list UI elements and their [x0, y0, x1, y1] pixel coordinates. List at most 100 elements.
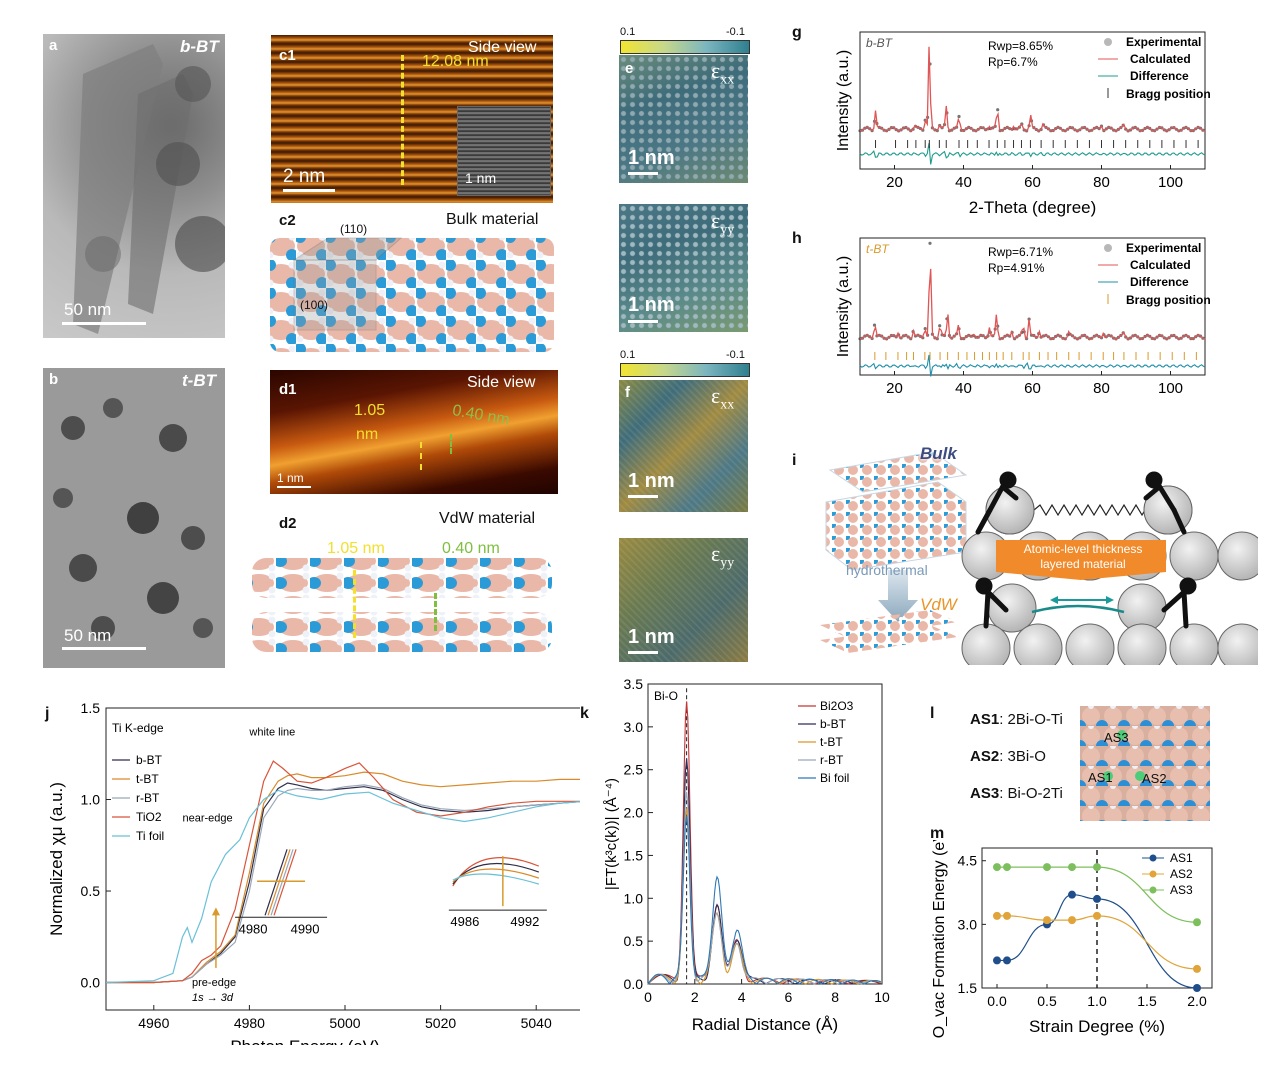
panel-label-b: b: [49, 371, 59, 388]
panel-label-c2: c2: [279, 212, 296, 229]
y-tick-label: 1.5: [81, 700, 101, 716]
legend-dot: [1149, 854, 1157, 862]
panel-label-g: g: [792, 24, 802, 41]
colorbar-e-max: -0.1: [726, 26, 745, 38]
legend-diff: Difference: [1130, 69, 1189, 83]
legend-label: t-BT: [136, 772, 159, 786]
panel-c1-measure: 12.08 nm: [422, 53, 489, 70]
difference-line: [859, 354, 1206, 377]
data-point: [1093, 911, 1101, 920]
site-as1-text: AS1: 2Bi-O-Ti: [970, 711, 1063, 728]
exafs-chart-k: 0 2 4 6 8 10 0.0 0.5 1.0 1.5 2.0 2.5 3.0 3.5 Radial Di…: [603, 678, 890, 1034]
panel-i-banner-line2: layered material: [1040, 557, 1126, 571]
y-tick-label: 2.0: [624, 805, 644, 821]
panel-c1-inset-scale: 1 nm: [465, 170, 497, 186]
panel-f-exx: εxx: [711, 383, 735, 413]
panel-label-e: e: [625, 60, 634, 77]
panel-label-i: i: [792, 452, 797, 469]
x-tick-label: 5000: [329, 1015, 360, 1031]
data-point: [1003, 911, 1011, 920]
panel-e-scale-label: 1 nm: [628, 147, 675, 169]
panel-f-eyy: εyy: [711, 541, 735, 571]
x-tick-label: 100: [1158, 380, 1183, 397]
x-axis-label: Photon Energy (eV): [230, 1037, 379, 1045]
x-axis-label: 2-Theta (degree): [969, 198, 1097, 217]
series-line-Bi foil: [647, 815, 881, 985]
data-point: [1193, 918, 1201, 927]
panel-f-scale-bar: [628, 495, 658, 498]
rp-text: Rp=6.7%: [988, 55, 1038, 69]
formation-energy-chart-m: 0.0 0.5 1.0 1.5 2.0 1.5 3.0 4.5 Strain Degree (%…: [931, 840, 1213, 1038]
calculated-line: [859, 46, 1206, 132]
series-line-r-BT: [647, 791, 882, 985]
inset2-curve: [452, 873, 540, 885]
panel-e-exx: εxx: [711, 58, 735, 88]
data-point: [1068, 890, 1076, 899]
panel-d1-line1: [420, 442, 422, 470]
y-axis-label: O_vac Formation Energy (eV): [931, 840, 948, 1038]
rwp-text: Rwp=6.71%: [988, 245, 1053, 259]
annotation-transition: 1s → 3d: [192, 992, 234, 1004]
legend-label: b-BT: [820, 717, 847, 731]
panel-c1-scale-label: 2 nm: [283, 166, 326, 187]
data-point: [993, 956, 1001, 965]
x-tick-label: 0.0: [987, 993, 1007, 1009]
site-label-as3: AS3: [1104, 730, 1129, 745]
panel-i-banner-line1: Atomic-level thickness: [1023, 542, 1143, 556]
y-tick-label: 1.5: [958, 980, 978, 996]
x-tick-label: 4960: [138, 1015, 169, 1031]
panel-d1-title: Side view: [467, 374, 536, 391]
legend-label: t-BT: [820, 735, 843, 749]
y-tick-label: 1.0: [624, 890, 644, 906]
inset1-tick: 4980: [239, 921, 268, 936]
panel-f-scale-bar2: [628, 651, 658, 654]
panel-d1-scale-bar: [277, 486, 311, 488]
panel-b-title: t-BT: [182, 371, 216, 390]
chart-title: Ti K-edge: [112, 721, 164, 735]
colorbar-f: [620, 363, 750, 377]
x-tick-label: 4: [738, 989, 746, 1005]
y-axis-label: |FT(k³c(k))| (Å⁻⁴): [603, 778, 620, 890]
panel-d1-measure1: 1.05: [354, 402, 386, 419]
site-as2-text: AS2: 3Bi-O: [970, 748, 1046, 765]
site-as3-text: AS3: Bi-O-2Ti: [970, 785, 1063, 802]
tem-image-b: [43, 368, 225, 668]
legend-label: AS2: [1170, 867, 1193, 881]
data-point: [993, 911, 1001, 920]
y-tick-label: 1.0: [81, 792, 101, 808]
x-axis-label: Strain Degree (%): [1029, 1017, 1165, 1036]
panel-d1-measure1-unit: nm: [356, 426, 379, 443]
experimental-point: [872, 323, 877, 327]
data-point: [1003, 956, 1011, 965]
y-axis-label: Intensity (a.u.): [835, 50, 852, 151]
legend-label: b-BT: [136, 753, 163, 767]
panel-a-scale-bar: [62, 322, 146, 325]
data-point: [1068, 863, 1076, 872]
inset2-tick: 4992: [510, 914, 539, 929]
series-line-t-BT: [106, 771, 580, 984]
panel-label-h: h: [792, 230, 802, 247]
x-tick-label: 100: [1158, 174, 1183, 191]
panel-e-scale-bar: [628, 172, 658, 175]
mechanism-schematic: [820, 451, 1258, 665]
legend-bragg: Bragg position: [1126, 293, 1211, 307]
experimental-point: [928, 241, 932, 245]
stem-inset-c1: [457, 106, 551, 196]
xrd-chart-g: 20 40 60 80 100 2-Theta (degree) Intensity (a.…: [835, 31, 1211, 217]
annotation-pre-edge: pre-edge: [192, 977, 236, 989]
y-tick-label: 1.5: [624, 847, 644, 863]
x-tick-label: 4980: [234, 1015, 265, 1031]
y-tick-label: 0.0: [624, 976, 644, 992]
legend-label: TiO2: [136, 810, 162, 824]
legend-calc: Calculated: [1130, 52, 1191, 66]
x-tick-label: 5020: [425, 1015, 456, 1031]
panel-c2-title: Bulk material: [446, 211, 539, 228]
data-point: [1043, 916, 1051, 925]
xrd-chart-h: 20 40 60 80 100 2-Theta (degree) Intensity (a.…: [835, 237, 1211, 406]
legend-diff: Difference: [1130, 275, 1189, 289]
annotation-white-line: white line: [248, 726, 295, 738]
panel-f-scale-label2: 1 nm: [628, 626, 675, 648]
y-tick-label: 0.0: [81, 975, 101, 991]
x-tick-label: 2: [691, 989, 699, 1005]
inset1-curve: [273, 849, 297, 916]
